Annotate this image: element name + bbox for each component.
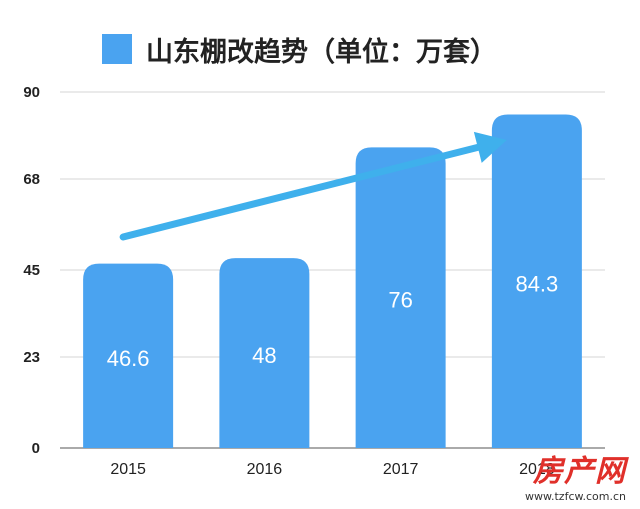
watermark-url: www.tzfcw.com.cn	[525, 490, 626, 503]
trend-arrow	[119, 131, 507, 241]
bar	[355, 147, 446, 448]
trend-arrow-shaft	[119, 143, 482, 241]
y-tick-label: 45	[23, 262, 40, 279]
y-tick-label: 68	[23, 171, 40, 188]
x-tick-label: 2016	[247, 461, 283, 478]
y-axis-labels: 0 23 45 68 90	[23, 84, 40, 457]
x-tick-label: 2018	[519, 461, 555, 478]
watermark-logo: 房产网	[533, 454, 626, 489]
data-label: 84.3	[515, 271, 558, 296]
x-tick-label: 2017	[383, 461, 419, 478]
y-tick-label: 0	[32, 440, 40, 457]
legend-label: 山东棚改趋势（单位：万套）	[146, 37, 497, 68]
trend-arrow-head	[473, 131, 507, 163]
bar	[219, 258, 310, 448]
x-tick-label: 2015	[110, 461, 146, 478]
data-label: 46.6	[107, 346, 150, 371]
data-label: 48	[252, 343, 276, 368]
y-tick-label: 23	[23, 349, 40, 366]
y-tick-label: 90	[23, 84, 40, 101]
data-label: 76	[388, 288, 412, 313]
legend-swatch	[102, 34, 132, 64]
x-axis-labels: 2015 2016 2017 2018	[110, 461, 554, 478]
bar	[491, 114, 582, 449]
bar	[83, 263, 174, 448]
bars: 46.6 48 76 84.3	[83, 114, 582, 449]
watermark: 房产网 www.tzfcw.com.cn	[525, 446, 626, 503]
